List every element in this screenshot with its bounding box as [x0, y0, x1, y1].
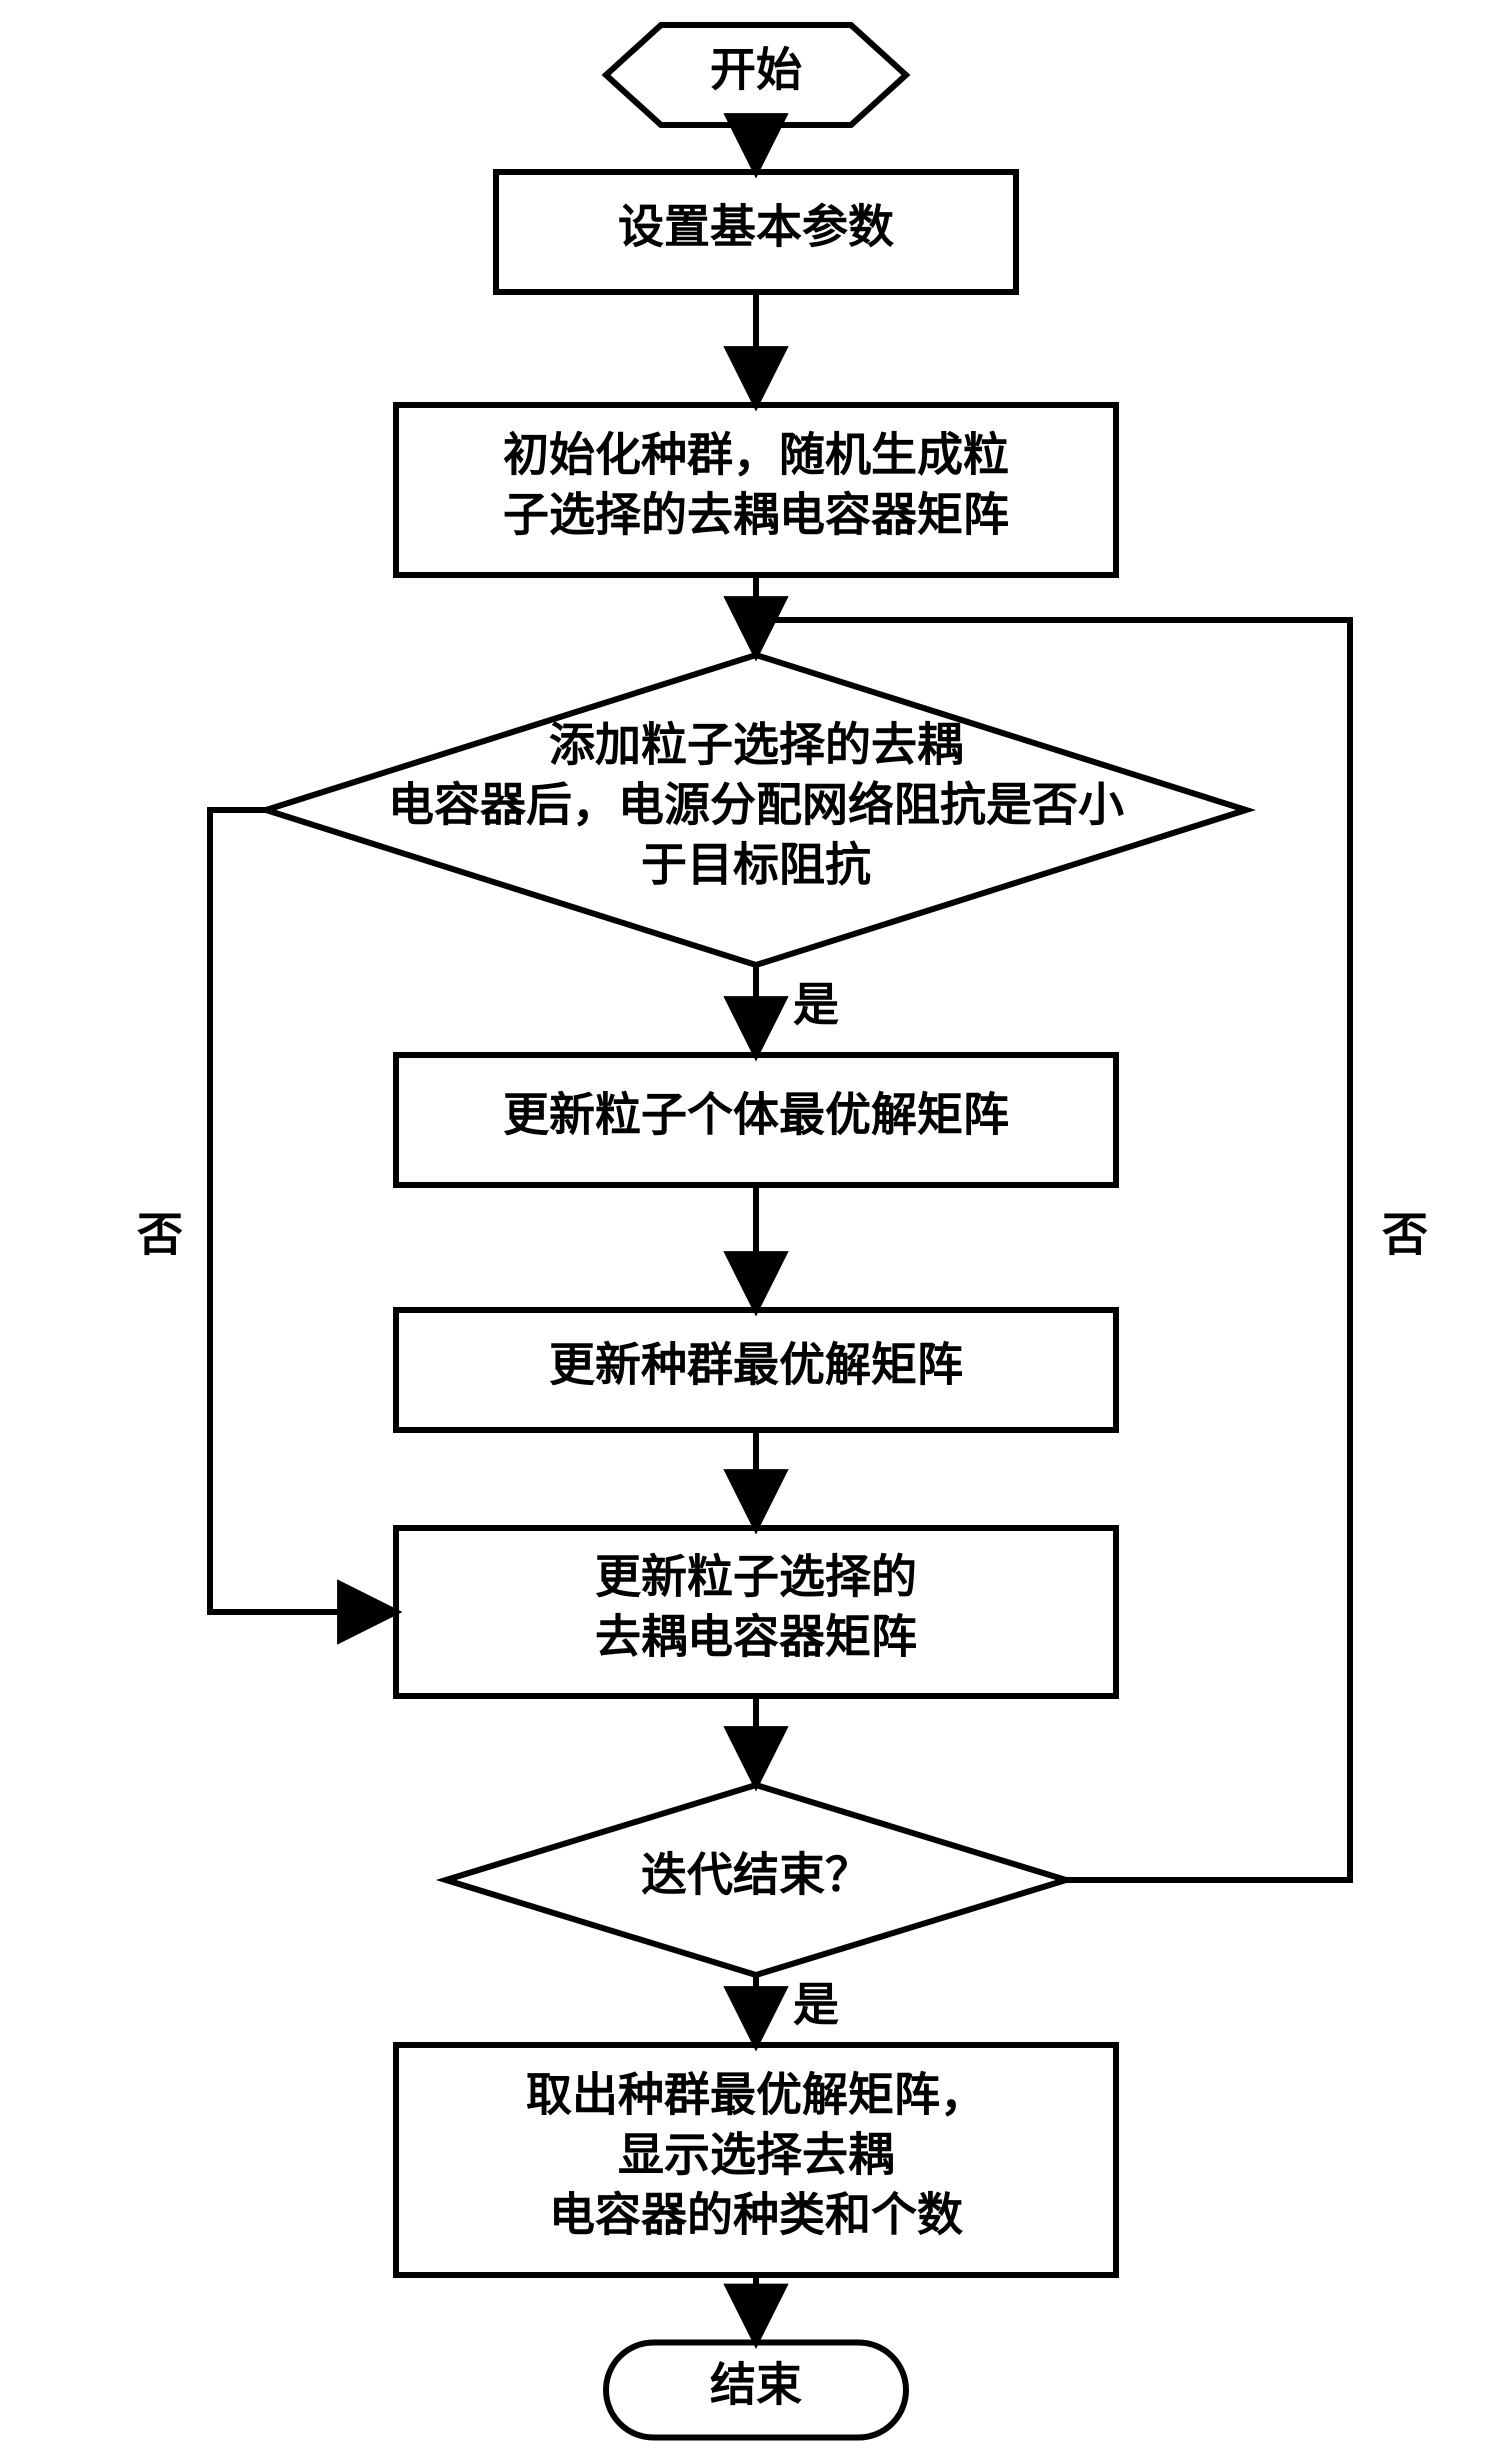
node-update_pbest: 更新粒子个体最优解矩阵 — [396, 1055, 1116, 1185]
shape-text-line: 更新种群最优解矩阵 — [549, 1340, 963, 1391]
shape-text-line: 电容器后，电源分配网络阻抗是否小 — [388, 780, 1124, 831]
node-update_gbest: 更新种群最优解矩阵 — [396, 1310, 1116, 1430]
node-init_pop: 初始化种群，随机生成粒子选择的去耦电容器矩阵 — [396, 405, 1116, 575]
shape-text-line: 设置基本参数 — [618, 202, 894, 253]
node-end: 结束 — [606, 2343, 906, 2438]
node-output: 取出种群最优解矩阵， 显示选择去耦电容器的种类和个数 — [396, 2045, 1116, 2275]
node-decision_imp: 添加粒子选择的去耦电容器后，电源分配网络阻抗是否小于目标阻抗 — [266, 655, 1246, 965]
shape-text-line: 初始化种群，随机生成粒 — [503, 430, 1009, 481]
shape-text-line: 结束 — [710, 2360, 802, 2411]
node-start: 开始 — [606, 25, 906, 125]
shape-text-line: 更新粒子个体最优解矩阵 — [503, 1090, 1009, 1141]
label-是: 是 — [793, 980, 839, 1031]
label-否-right: 否 — [1382, 1210, 1428, 1261]
shape-text-line: 于目标阻抗 — [641, 840, 871, 891]
label-是: 是 — [793, 1980, 839, 2031]
shape-text-line: 子选择的去耦电容器矩阵 — [503, 490, 1009, 541]
label-否-left: 否 — [137, 1210, 183, 1261]
shape-text-line: 显示选择去耦 — [618, 2130, 894, 2181]
node-set_params: 设置基本参数 — [496, 172, 1016, 292]
shape-text-line: 取出种群最优解矩阵， — [526, 2070, 986, 2121]
shape-text-line: 去耦电容器矩阵 — [595, 1612, 917, 1663]
conn-decision_imp-update_particle — [210, 810, 396, 1612]
shape-text-line: 迭代结束？ — [641, 1850, 871, 1901]
shape-text-line: 添加粒子选择的去耦 — [549, 720, 963, 771]
shape-text-line: 开始 — [710, 45, 802, 96]
node-update_particle: 更新粒子选择的去耦电容器矩阵 — [396, 1528, 1116, 1696]
shape-text-line: 电容器的种类和个数 — [549, 2190, 963, 2241]
node-decision_iter: 迭代结束？ — [446, 1785, 1066, 1975]
shape-text-line: 更新粒子选择的 — [595, 1552, 917, 1603]
